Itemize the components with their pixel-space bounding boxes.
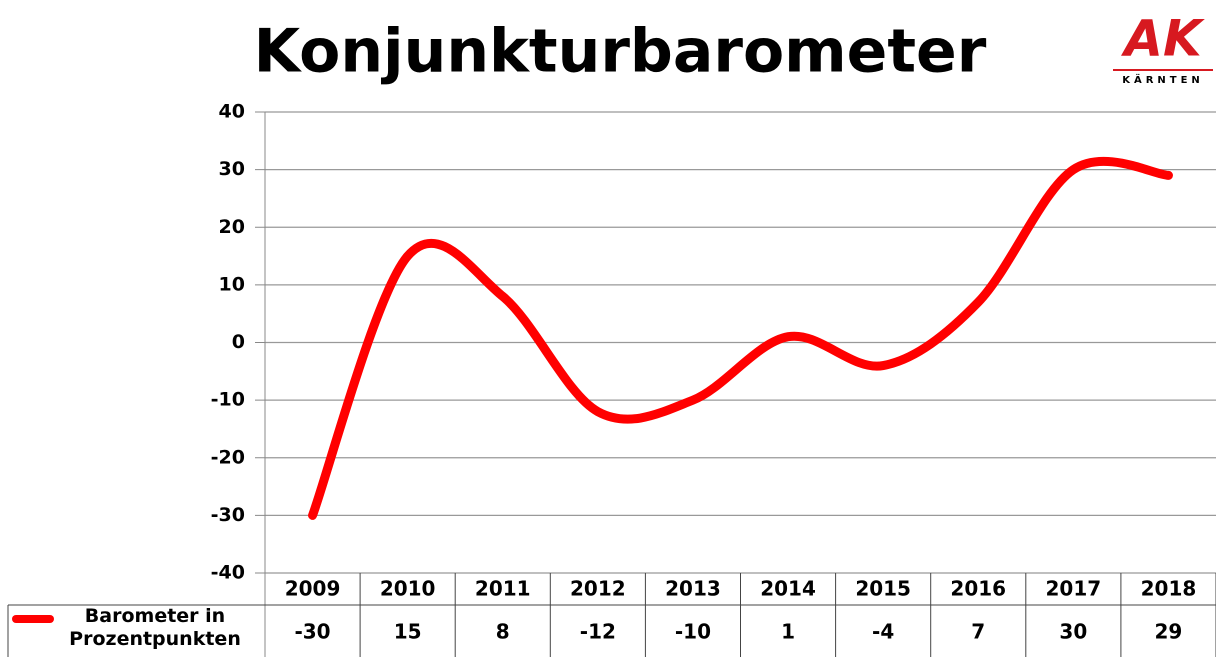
x-tick-label: 2011 <box>475 577 531 601</box>
data-label: -4 <box>872 620 894 644</box>
data-label: 7 <box>971 620 985 644</box>
y-tick-label: -30 <box>211 504 245 526</box>
chart-title: Konjunkturbarometer <box>254 17 987 87</box>
data-label: -10 <box>675 620 711 644</box>
y-tick-label: 40 <box>219 101 245 123</box>
x-tick-label: 2014 <box>760 577 816 601</box>
x-tick-label: 2015 <box>855 577 911 601</box>
x-tick-label: 2013 <box>665 577 721 601</box>
data-label: 8 <box>496 620 510 644</box>
y-tick-label: 10 <box>219 273 245 295</box>
x-tick-label: 2009 <box>285 577 341 601</box>
y-tick-label: 0 <box>232 331 245 353</box>
data-label: 15 <box>394 620 422 644</box>
line-series <box>308 156 1173 520</box>
legend-label-box: Barometer in Prozentpunkten <box>69 605 241 650</box>
y-tick-label: -20 <box>211 446 245 468</box>
legend-label: Barometer in Prozentpunkten <box>69 605 241 650</box>
data-label: -30 <box>294 620 330 644</box>
data-label: 1 <box>781 620 795 644</box>
x-tick-label: 2010 <box>380 577 436 601</box>
logo: AK KÄRNTEN <box>1113 10 1213 86</box>
y-tick-label: 30 <box>219 158 245 180</box>
data-label: 29 <box>1155 620 1183 644</box>
x-tick-label: 2016 <box>950 577 1006 601</box>
x-tick-label: 2012 <box>570 577 626 601</box>
y-tick-label: -10 <box>211 389 245 411</box>
y-tick-label: -40 <box>211 562 245 584</box>
y-tick-label: 20 <box>219 216 245 238</box>
x-tick-label: 2018 <box>1141 577 1197 601</box>
x-tick-label: 2017 <box>1046 577 1102 601</box>
data-label: 30 <box>1059 620 1087 644</box>
logo-text: AK <box>1120 10 1205 68</box>
data-label: -12 <box>580 620 616 644</box>
logo-subtitle: KÄRNTEN <box>1122 72 1204 86</box>
